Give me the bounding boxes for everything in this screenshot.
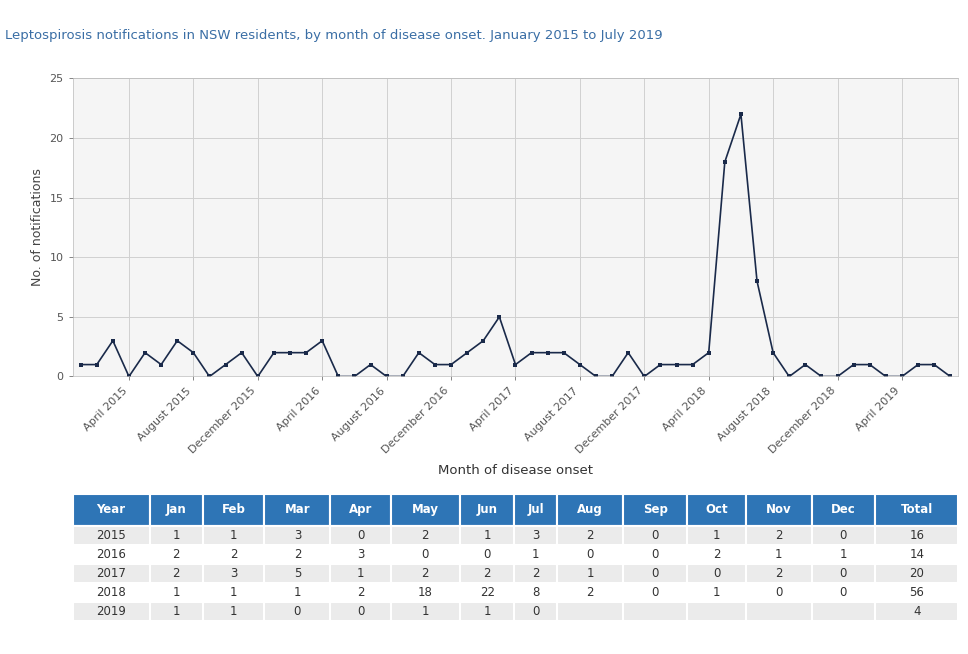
X-axis label: Month of disease onset: Month of disease onset (438, 464, 593, 477)
Y-axis label: No. of notifications: No. of notifications (31, 169, 44, 286)
Text: Leptospirosis notifications in NSW residents, by month of disease onset. January: Leptospirosis notifications in NSW resid… (5, 29, 662, 43)
